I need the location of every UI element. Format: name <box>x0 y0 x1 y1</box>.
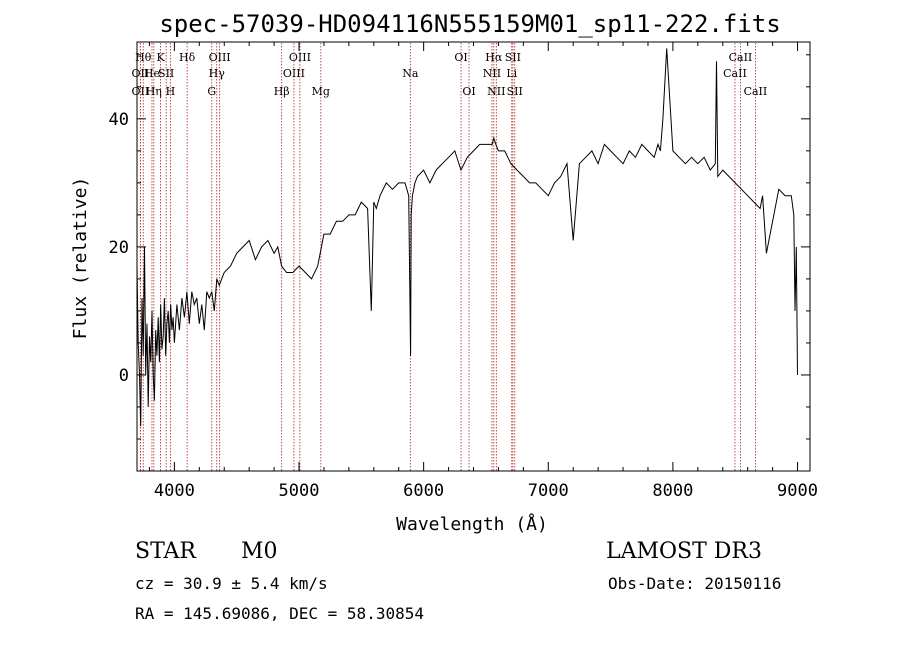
x-tick-label-3: 7000 <box>528 481 569 501</box>
line-label-18: OI <box>462 85 475 98</box>
line-label-6: SII <box>158 67 174 80</box>
line-label-1: OII <box>132 67 150 80</box>
object-subclass: M0 <box>241 539 278 564</box>
line-label-12: Hβ <box>274 85 290 98</box>
x-tick-label-4: 8000 <box>652 481 693 501</box>
survey-name: LAMOST DR3 <box>606 539 762 564</box>
line-label-19: NII <box>483 67 501 80</box>
line-label-21: NII <box>487 85 505 98</box>
line-label-26: CaII <box>729 51 753 64</box>
x-tick-label-0: 4000 <box>154 481 195 501</box>
line-label-20: Hα <box>485 51 503 64</box>
line-label-13: OIII <box>283 67 305 80</box>
spectral-line-labels: HθOIIOIIHeHηKSIIHHδGHγOIIIHβOIIIOIIIMgNa… <box>132 51 768 98</box>
plot-frame <box>136 41 811 472</box>
line-label-9: G <box>207 85 216 98</box>
y-axis-ticks: 0 20 40 <box>109 54 810 440</box>
line-label-24: SII <box>507 85 523 98</box>
y-axis-label: Flux (relative) <box>70 177 91 340</box>
line-label-4: Hη <box>146 85 162 98</box>
spectral-line-markers <box>139 43 756 471</box>
y-tick-label-1: 20 <box>109 238 129 258</box>
line-label-3: He <box>144 67 160 80</box>
line-label-14: OIII <box>289 51 311 64</box>
line-label-27: CaII <box>744 85 768 98</box>
line-label-11: OIII <box>209 51 231 64</box>
line-label-25: CaII <box>723 67 747 80</box>
x-tick-label-2: 6000 <box>403 481 444 501</box>
y-tick-label-2: 40 <box>109 110 129 130</box>
redshift-cz: cz = 30.9 ± 5.4 km/s <box>135 574 328 593</box>
line-label-0: Hθ <box>135 51 152 64</box>
line-label-2: OII <box>132 85 150 98</box>
line-label-5: K <box>156 51 165 64</box>
line-label-22: Li <box>506 67 517 80</box>
chart-title: spec-57039-HD094116N555159M01_sp11-222.f… <box>159 10 780 38</box>
x-tick-label-5: 9000 <box>777 481 818 501</box>
observation-date: Obs-Date: 20150116 <box>608 574 782 593</box>
coordinates: RA = 145.69086, DEC = 58.30854 <box>135 604 424 623</box>
line-label-17: OI <box>454 51 467 64</box>
object-class: STAR <box>135 539 196 564</box>
line-label-16: Na <box>402 67 419 80</box>
spectrum-line <box>136 48 798 427</box>
x-axis-ticks: 4000 5000 6000 7000 8000 9000 <box>148 42 818 501</box>
y-tick-label-0: 0 <box>119 366 129 386</box>
line-label-10: Hγ <box>209 67 226 80</box>
line-label-23: SII <box>505 51 521 64</box>
line-label-8: Hδ <box>179 51 196 64</box>
line-label-15: Mg <box>312 85 330 98</box>
x-axis-label: Wavelength (Å) <box>396 513 548 535</box>
line-label-7: H <box>166 85 176 98</box>
x-tick-label-1: 5000 <box>279 481 320 501</box>
